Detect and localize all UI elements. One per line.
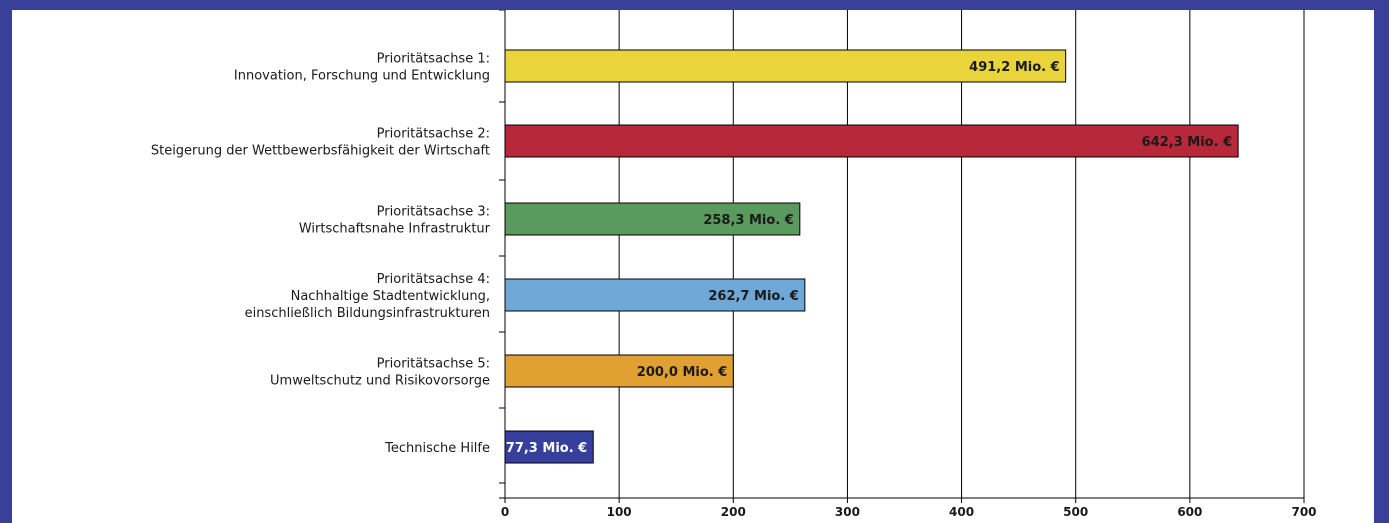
x-tick-label-600: 600 <box>1177 505 1202 519</box>
bar-6 <box>504 430 594 464</box>
bar-4 <box>504 278 806 312</box>
category-label-line: Technische Hilfe <box>384 441 490 456</box>
category-label-3: Prioritätsachse 3: Wirtschaftsnahe Infras… <box>299 205 491 237</box>
category-label-line: Prioritätsachse 3: <box>377 205 490 220</box>
bar-5 <box>504 354 734 388</box>
chart-panel: 0 100 200 300 400 500 600 700 491,2 Mio. € Priori… <box>12 10 1374 523</box>
category-label-line: Innovation, Forschung und Entwicklung <box>234 69 490 84</box>
data-label-4: 262,7 Mio. € <box>708 289 798 304</box>
category-label-line: Prioritätsachse 1: <box>377 52 490 67</box>
category-label-2: Prioritätsachse 2: Steigerung der Wettbew… <box>151 127 490 159</box>
decorative-strip <box>0 290 12 523</box>
x-tick-label-400: 400 <box>949 505 974 519</box>
category-label-1: Prioritätsachse 1: Innovation, Forschung … <box>234 52 490 84</box>
category-label-line: Prioritätsachse 5: <box>377 357 490 372</box>
data-label-2: 642,3 Mio. € <box>1142 135 1232 150</box>
bar-1 <box>504 49 1067 83</box>
data-label-1: 491,2 Mio. € <box>969 60 1059 75</box>
data-label-3: 258,3 Mio. € <box>703 213 793 228</box>
category-label-line: Prioritätsachse 4: <box>377 272 490 287</box>
category-label-6: Technische Hilfe <box>384 441 490 456</box>
category-label-line: Steigerung der Wettbewerbsfähigkeit der … <box>151 144 490 159</box>
data-label-5: 200,0 Mio. € <box>637 365 727 380</box>
category-label-line: einschließlich Bildungsinfrastrukturen <box>245 306 490 321</box>
bar-chart: 0 100 200 300 400 500 600 700 491,2 Mio. € Priori… <box>151 10 1317 519</box>
x-tick-label-300: 300 <box>835 505 860 519</box>
x-tick-label-0: 0 <box>501 505 509 519</box>
category-label-4: Prioritätsachse 4: Nachhaltige Stadtentwi… <box>245 272 490 321</box>
bar-3 <box>504 202 801 236</box>
x-tick-label-500: 500 <box>1063 505 1088 519</box>
data-label-6: 77,3 Mio. € <box>506 441 587 456</box>
x-tick-label-200: 200 <box>721 505 746 519</box>
x-tick-label-100: 100 <box>607 505 632 519</box>
bar-2 <box>504 124 1239 158</box>
category-label-line: Wirtschaftsnahe Infrastruktur <box>299 222 491 237</box>
category-label-line: Prioritätsachse 2: <box>377 127 490 142</box>
x-tick-label-700: 700 <box>1291 505 1316 519</box>
category-label-5: Prioritätsachse 5: Umweltschutz und Risik… <box>270 357 490 389</box>
category-label-line: Nachhaltige Stadtentwicklung, <box>291 289 490 304</box>
category-label-line: Umweltschutz und Risikovorsorge <box>270 374 490 389</box>
